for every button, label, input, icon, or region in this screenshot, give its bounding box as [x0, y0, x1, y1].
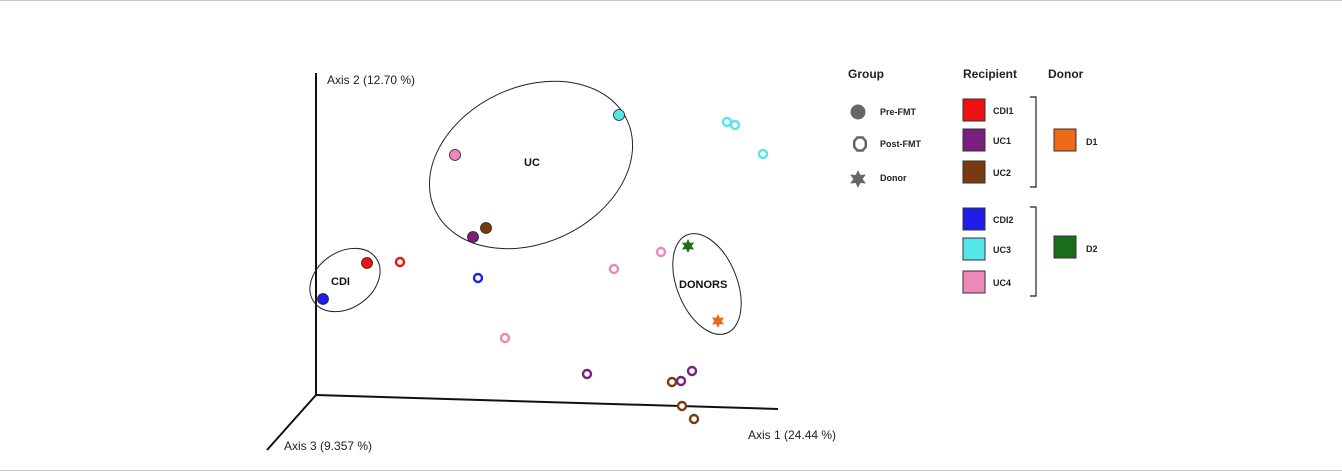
axis-3-line [266, 394, 317, 451]
point-cdi1-postfmt-9 [394, 256, 406, 268]
point-uc3-postfmt-8 [757, 148, 769, 160]
point-uc1-postfmt-14 [581, 368, 593, 380]
point-cdi2-postfmt-10 [472, 272, 484, 284]
point-uc2-postfmt-17 [666, 376, 678, 388]
point-uc1-postfmt-16 [675, 375, 687, 387]
legend-recipient-swatch-cdi1 [962, 98, 986, 122]
legend-bracket-d2 [1030, 206, 1037, 297]
point-cdi2-prefmt-5 [317, 293, 329, 305]
axes: Axis 2 (12.70 %) Axis 1 (24.44 %) Axis 3… [266, 73, 836, 453]
point-uc4-postfmt-11 [655, 246, 667, 258]
cluster-ellipse-uc [428, 80, 634, 250]
cluster-ellipse-cdi [309, 247, 381, 313]
point-uc2-prefmt-2 [480, 222, 492, 234]
cluster-ellipses: UC CDI DONORS [309, 80, 742, 335]
point-cdi1-prefmt-4 [361, 257, 373, 269]
legend-recipient-swatches: CDI1 UC1 UC2 CDI2 UC3 UC4 [962, 98, 1014, 294]
legend-postfmt-marker [852, 136, 868, 152]
point-uc3-postfmt-7 [729, 119, 741, 131]
cluster-ellipse-donors [672, 233, 742, 335]
legend-recipient-swatch-uc1 [962, 128, 986, 152]
legend: Group Recipient Donor Pre-FMT Post-FMT D… [848, 67, 1098, 297]
point-uc3-postfmt-6 [721, 116, 733, 128]
cluster-label-cdi: CDI [331, 276, 350, 288]
legend-title-donor: Donor [1048, 67, 1084, 81]
legend-donor-swatch-d2 [1053, 235, 1077, 259]
legend-bracket-d1 [1030, 96, 1037, 188]
legend-donor-label-d2: D2 [1086, 244, 1098, 254]
point-d1-donor-21 [711, 314, 725, 328]
point-d2-donor-20 [681, 239, 695, 253]
point-uc1-postfmt-15 [686, 365, 698, 377]
legend-label-prefmt: Pre-FMT [880, 107, 917, 117]
legend-title-group: Group [848, 67, 884, 81]
point-uc4-prefmt-1 [449, 149, 461, 161]
legend-donor-label-d1: D1 [1086, 137, 1098, 147]
legend-recipient-swatch-uc2 [962, 160, 986, 184]
legend-recipient-label-uc1: UC1 [993, 136, 1011, 146]
legend-recipient-swatch-uc3 [962, 237, 986, 261]
legend-recipient-label-cdi2: CDI2 [993, 215, 1014, 225]
legend-label-donor: Donor [880, 173, 907, 183]
cluster-label-donors: DONORS [679, 279, 727, 291]
axis-1-line [315, 394, 779, 410]
axis-3-label: Axis 3 (9.357 %) [284, 439, 372, 453]
legend-recipient-label-cdi1: CDI1 [993, 106, 1014, 116]
point-uc4-postfmt-12 [608, 263, 620, 275]
legend-recipient-label-uc2: UC2 [993, 168, 1011, 178]
legend-recipient-swatch-cdi2 [962, 207, 986, 231]
legend-donor-star-marker [850, 170, 866, 188]
data-points [317, 109, 769, 425]
point-uc3-prefmt-0 [613, 109, 625, 121]
legend-label-postfmt: Post-FMT [880, 139, 921, 149]
legend-title-recipient: Recipient [963, 67, 1017, 81]
legend-recipient-label-uc3: UC3 [993, 245, 1011, 255]
legend-recipient-label-uc4: UC4 [993, 278, 1011, 288]
legend-recipient-swatch-uc4 [962, 270, 986, 294]
cluster-label-uc: UC [524, 157, 540, 169]
point-uc2-postfmt-19 [688, 413, 700, 425]
point-uc2-postfmt-18 [676, 400, 688, 412]
axis-1-label: Axis 1 (24.44 %) [748, 428, 836, 442]
legend-prefmt-marker [850, 104, 866, 120]
point-uc4-postfmt-13 [499, 332, 511, 344]
axis-2-label: Axis 2 (12.70 %) [327, 73, 415, 87]
legend-donor-swatch-d1 [1053, 128, 1077, 152]
point-uc1-prefmt-3 [467, 231, 479, 243]
